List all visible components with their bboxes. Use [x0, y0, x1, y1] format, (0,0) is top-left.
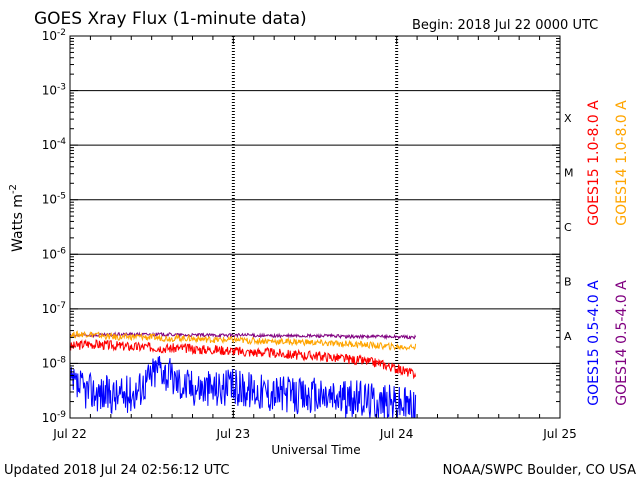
x-tick-label-1: Jul 23 — [216, 427, 251, 441]
y-tick-base-0: 10 — [42, 411, 57, 425]
legend-goes14-0-5-4-0-a: GOES14 0.5-4.0 A — [614, 280, 630, 406]
legend-goes15-1-0-8-0-a: GOES15 1.0-8.0 A — [586, 100, 602, 226]
y-axis-label-text: Watts m — [10, 194, 26, 252]
flare-class-labels: A B C M X — [564, 112, 574, 343]
y-tick-label-1: 10-8 — [42, 355, 67, 370]
gridlines — [70, 90, 560, 364]
series-line-goes14-1-0-8-0-a — [69, 330, 417, 351]
y-tick-label-2: 10-7 — [42, 301, 66, 316]
x-tick-label-0: Jul 22 — [52, 427, 87, 441]
y-axis-label-exponent: -2 — [8, 184, 19, 194]
y-axis-label: Watts m-2 — [8, 184, 26, 252]
y-tick-label-4: 10-5 — [42, 192, 66, 207]
chart-title: GOES Xray Flux (1-minute data) — [34, 9, 307, 29]
y-tick-base-6: 10 — [42, 84, 57, 98]
y-tick-exponent-2: -7 — [57, 301, 66, 311]
y-axis: 10-910-810-710-610-510-410-310-2 — [42, 28, 560, 425]
y-tick-exponent-0: -9 — [57, 410, 66, 420]
y-tick-exponent-1: -8 — [57, 355, 66, 365]
series-line-goes14-0-5-4-0-a — [69, 331, 417, 341]
flare-class-A: A — [564, 330, 572, 343]
y-tick-base-5: 10 — [42, 138, 57, 152]
legend-goes14-1-0-8-0-a: GOES14 1.0-8.0 A — [614, 100, 630, 226]
x-axis: Jul 22 Jul 23 Jul 24 Jul 25 — [52, 36, 577, 441]
legend-goes15-0-5-4-0-a: GOES15 0.5-4.0 A — [586, 280, 602, 406]
y-tick-base-1: 10 — [42, 356, 57, 370]
series-line-goes15-1-0-8-0-a — [69, 338, 417, 380]
y-tick-exponent-6: -3 — [57, 83, 66, 93]
legend: GOES15 1.0-8.0 A GOES14 1.0-8.0 A GOES15 0… — [586, 100, 630, 406]
y-tick-exponent-5: -4 — [57, 137, 66, 147]
flare-class-M: M — [564, 166, 574, 179]
x-axis-label: Universal Time — [271, 443, 360, 457]
y-tick-label-0: 10-9 — [42, 410, 67, 425]
y-tick-base-3: 10 — [42, 247, 57, 261]
y-tick-base-4: 10 — [42, 193, 57, 207]
y-tick-label-3: 10-6 — [42, 246, 67, 261]
x-tick-label-2: Jul 24 — [379, 427, 414, 441]
flare-class-B: B — [564, 276, 572, 289]
y-tick-exponent-4: -5 — [57, 192, 66, 202]
y-tick-label-6: 10-3 — [42, 83, 66, 98]
series-layer — [69, 330, 417, 419]
y-tick-label-7: 10-2 — [42, 28, 66, 43]
plot-background — [70, 36, 560, 418]
x-tick-label-3: Jul 25 — [542, 427, 577, 441]
y-tick-exponent-7: -2 — [57, 28, 66, 38]
source-credit: NOAA/SWPC Boulder, CO USA — [443, 463, 636, 478]
flare-class-C: C — [564, 221, 572, 234]
y-tick-base-7: 10 — [42, 29, 57, 43]
y-tick-label-5: 10-4 — [42, 137, 67, 152]
y-tick-exponent-3: -6 — [57, 246, 66, 256]
updated-timestamp: Updated 2018 Jul 24 02:56:12 UTC — [4, 463, 229, 478]
flare-class-X: X — [564, 112, 572, 125]
begin-label: Begin: 2018 Jul 22 0000 UTC — [412, 18, 598, 33]
plot-area — [70, 36, 560, 418]
y-tick-base-2: 10 — [42, 302, 57, 316]
series-line-goes15-0-5-4-0-a — [69, 355, 417, 419]
